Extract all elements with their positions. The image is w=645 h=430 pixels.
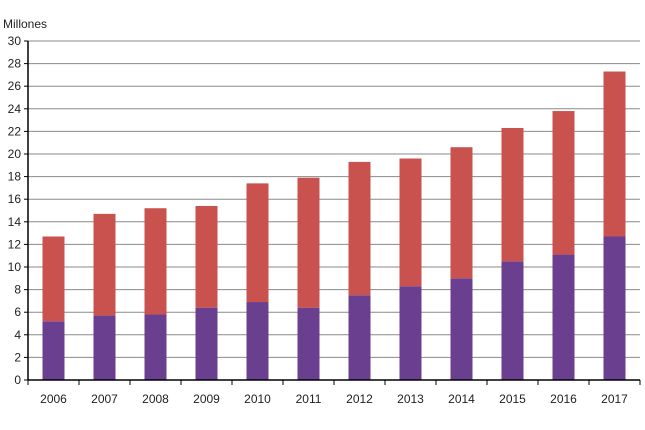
bar-segment [42,236,65,322]
bar-segment [246,183,269,303]
bar-segment [348,161,371,296]
bar-segment [93,315,116,380]
bar-segment [399,158,422,287]
bar-segment [552,111,575,255]
bar-segment [603,236,626,380]
y-tick-label: 10 [8,260,22,274]
axes [24,40,641,385]
bar-segment [603,71,626,237]
x-tick-label: 2006 [40,392,67,406]
bar-segment [42,321,65,380]
y-tick-label: 18 [8,170,22,184]
y-tick-label: 26 [8,79,22,93]
x-tick-label: 2011 [296,392,322,406]
bar-segment [297,307,320,380]
y-tick-label: 28 [8,57,22,71]
x-tick-label: 2016 [550,392,577,406]
x-tick-label: 2010 [244,392,271,406]
y-unit-label: Millones [3,17,47,31]
bar-segment [501,261,524,380]
y-tick-label: 4 [14,328,21,342]
x-tick-label: 2012 [346,392,373,406]
bar-segment [297,177,320,308]
bar-segment [246,302,269,380]
x-tick-label: 2009 [193,392,220,406]
x-tick-label: 2007 [91,392,118,406]
y-tick-label: 22 [8,124,22,138]
y-tick-label: 0 [14,373,21,387]
bar-segment [144,208,167,315]
y-tick-label: 24 [8,102,22,116]
y-tick-label: 14 [8,215,22,229]
x-tick-label: 2015 [499,392,526,406]
x-tick-label: 2008 [142,392,169,406]
y-tick-label: 8 [14,283,21,297]
bar-segment [552,254,575,380]
gridlines [28,40,640,358]
y-tick-label: 16 [8,192,22,206]
bar-segment [399,286,422,380]
bar-segment [93,213,116,316]
bar-segment [348,295,371,380]
y-tick-label: 6 [14,305,21,319]
y-tick-label: 30 [8,34,22,48]
bar-segment [195,205,218,308]
bar-segment [450,278,473,380]
y-tick-label: 12 [8,237,22,251]
x-tick-label: 2014 [448,392,475,406]
bar-segment [195,307,218,380]
bar-segment [501,128,524,262]
y-tick-label: 20 [8,147,22,161]
x-tick-label: 2013 [397,392,424,406]
x-tick-label: 2017 [601,392,628,406]
bar-segment [450,147,473,279]
bars [42,71,626,380]
y-tick-label: 2 [14,350,21,364]
x-tick-labels: 2006 2007 2008 2009 2010 2011 2012 2013 2014 2015… [40,392,628,406]
bar-segment [144,314,167,380]
